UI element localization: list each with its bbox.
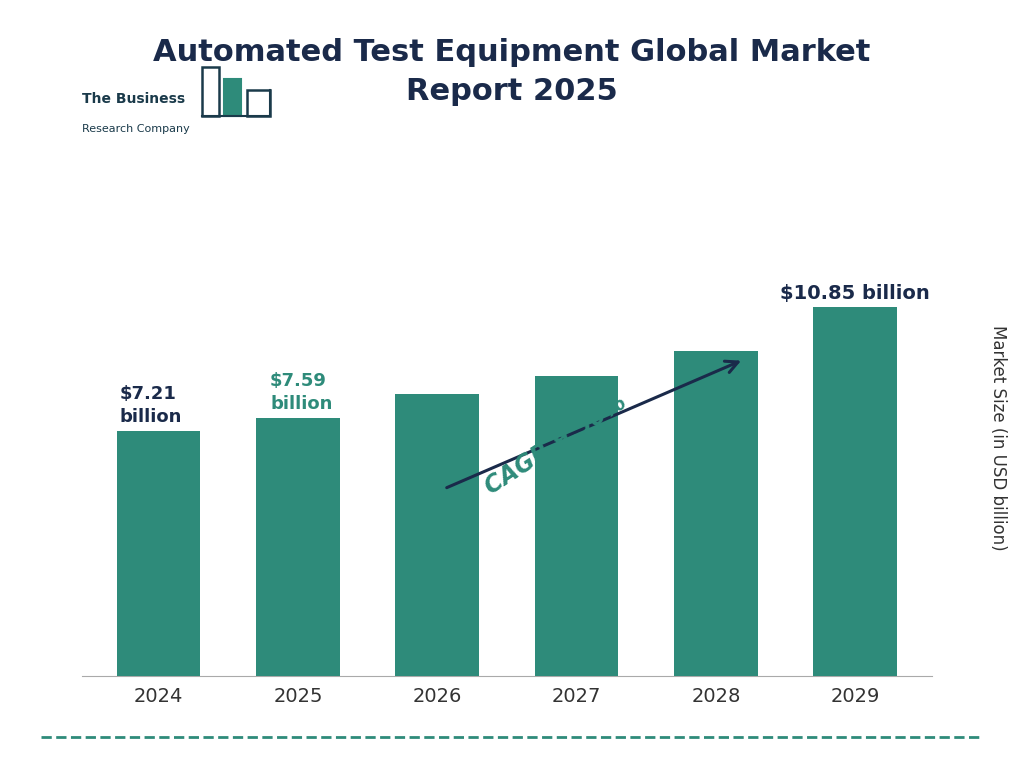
Bar xyxy=(395,393,479,676)
Text: CAGR 9.30%: CAGR 9.30% xyxy=(480,390,631,499)
Text: Automated Test Equipment Global Market
Report 2025: Automated Test Equipment Global Market R… xyxy=(154,38,870,106)
Bar xyxy=(256,418,340,676)
Bar xyxy=(535,376,618,676)
Text: The Business: The Business xyxy=(82,92,185,106)
Text: $7.21
billion: $7.21 billion xyxy=(120,386,182,425)
Bar xyxy=(248,91,270,116)
Text: $7.59
billion: $7.59 billion xyxy=(270,372,333,412)
Bar xyxy=(813,307,897,676)
Bar xyxy=(117,431,201,676)
Text: Research Company: Research Company xyxy=(82,124,189,134)
Bar xyxy=(224,79,242,116)
Bar xyxy=(674,351,758,676)
Bar xyxy=(202,68,219,116)
Text: Market Size (in USD billion): Market Size (in USD billion) xyxy=(989,325,1008,551)
Text: $10.85 billion: $10.85 billion xyxy=(780,283,930,303)
